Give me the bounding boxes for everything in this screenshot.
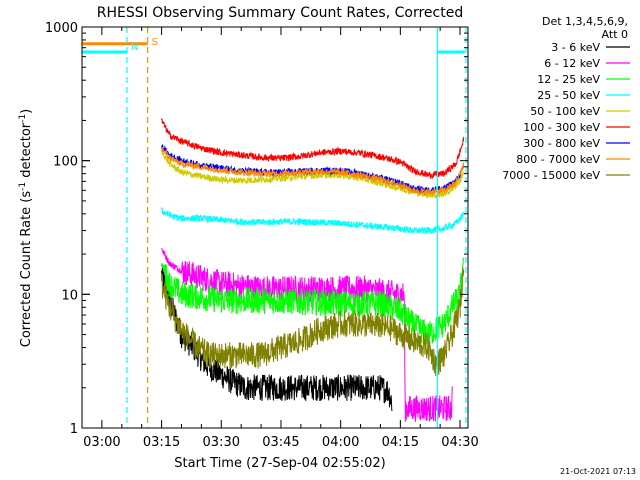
legend-entry-label: 7000 - 15000 keV (502, 169, 600, 182)
legend-entry-label: 6 - 12 keV (544, 57, 600, 70)
y-axis-label: Corrected Count Rate (s-1 detector-1) (18, 109, 34, 347)
plot-frame (81, 26, 469, 429)
legend-entry-label: 12 - 25 keV (537, 73, 600, 86)
series-line-800to7000keV (161, 146, 465, 197)
y-tick-label: 1 (70, 422, 78, 437)
legend-entry-label: 25 - 50 keV (537, 89, 600, 102)
legend-entry-label: 3 - 6 keV (551, 41, 600, 54)
chart-title: RHESSI Observing Summary Count Rates, Co… (97, 5, 463, 21)
x-tick-label: 04:30 (441, 435, 478, 450)
x-axis-label: Start Time (27-Sep-04 02:55:02) (174, 456, 385, 471)
y-tick-label: 100 (53, 155, 78, 170)
x-tick-label: 03:00 (83, 435, 120, 450)
legend-entry-label: 100 - 300 keV (523, 121, 600, 134)
legend-entry-label: 300 - 800 keV (523, 137, 600, 150)
legend-entry-label: 800 - 7000 keV (516, 153, 600, 166)
series-line-7000to15000keV (161, 266, 465, 377)
x-tick-label: 03:15 (143, 435, 180, 450)
legend-entry-label: 50 - 100 keV (530, 105, 600, 118)
legend-header: Att 0 (602, 28, 628, 41)
legend-header: Det 1,3,4,5,6,9, (542, 15, 628, 28)
axes: 1 10 100 1000 03:00 03:15 03:30 03:45 04:00 04:15… (45, 21, 479, 450)
annotation-N: N (131, 42, 138, 53)
y-tick-label: 1000 (45, 21, 78, 36)
series-line-12to25keV (161, 257, 465, 345)
footer-timestamp: 21-Oct-2021 07:13 (560, 467, 636, 476)
x-tick-label: 04:00 (322, 435, 359, 450)
series-line-100to300keV (161, 118, 465, 180)
annotation-S: S (152, 37, 158, 48)
x-tick-label: 03:45 (262, 435, 299, 450)
x-tick-label: 04:15 (382, 435, 419, 450)
series-line-25to50keV (161, 206, 465, 236)
plot-content (82, 27, 467, 428)
legend: Det 1,3,4,5,6,9,Att 03 - 6 keV 6 - 12 keV… (502, 15, 630, 182)
y-tick-label: 10 (61, 288, 78, 303)
x-tick-label: 03:30 (203, 435, 240, 450)
